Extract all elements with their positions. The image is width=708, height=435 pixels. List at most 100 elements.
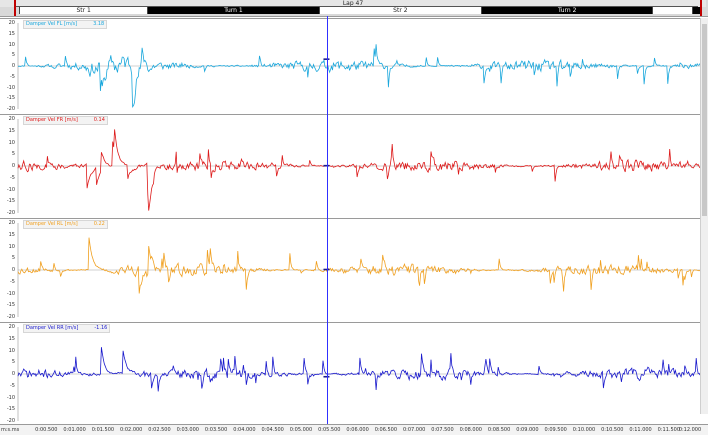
- y-tick-label: 0: [11, 371, 15, 377]
- x-tick-label: 0:00.500: [35, 427, 58, 433]
- y-tick-label: -5: [10, 73, 15, 80]
- series-cursor-value: 0.14: [93, 117, 105, 123]
- series-line: [17, 44, 701, 109]
- x-tick-label: 0:10.000: [572, 427, 596, 433]
- x-tick-label: 0:09.500: [544, 427, 567, 433]
- y-tick-label: -10: [6, 290, 15, 297]
- x-tick-label: 0:11.500: [657, 427, 681, 433]
- y-tick-label: -20: [6, 210, 15, 216]
- y-tick-label: 5: [11, 52, 15, 59]
- y-tick-label: -5: [10, 382, 15, 389]
- x-tick-label: 0:05.500: [318, 427, 341, 433]
- lap-label: Lap 47: [342, 0, 364, 7]
- y-tick-label: 10: [8, 347, 15, 354]
- x-tick-label: 0:06.500: [374, 427, 398, 433]
- y-tick-label: 5: [11, 359, 15, 366]
- y-tick-label: -15: [6, 302, 15, 309]
- series-cursor-value: -1.16: [94, 325, 108, 331]
- series-legend[interactable]: Damper Vel RR [m/s] -1.16: [23, 324, 111, 333]
- series-cursor-value: 3.18: [93, 21, 105, 27]
- y-tick-label: 0: [11, 163, 15, 169]
- x-tick-label: 0:02.000: [120, 427, 143, 433]
- series-line: [17, 347, 701, 392]
- x-tick-label: 0:07.500: [431, 427, 454, 433]
- x-tick-label: 0:01.000: [63, 427, 86, 433]
- x-tick-label: 0:08.500: [487, 427, 511, 433]
- y-tick-label: -15: [6, 406, 15, 413]
- lap-row: Lap 47: [0, 0, 706, 7]
- y-tick-label: 20: [8, 20, 15, 26]
- y-tick-label: 15: [8, 127, 15, 134]
- series-line: [17, 129, 701, 211]
- y-tick-label: -20: [6, 106, 15, 112]
- chart-panel-3[interactable]: 20 15 10 5 0 -5 -10 -15 -20 Damper Vel RR [m/s] -1…: [0, 322, 708, 425]
- y-tick-label: 10: [8, 41, 15, 48]
- x-tick-label: 0:09.000: [516, 427, 539, 433]
- segment-row: Str 1 Turn 1 Str 2 Turn 2: [19, 7, 700, 14]
- vertical-scrollbar[interactable]: [700, 18, 708, 414]
- series-name: Damper Vel RL [m/s]: [26, 221, 78, 227]
- y-tick-label: 20: [8, 324, 15, 330]
- x-tick-label: 0:06.000: [346, 427, 369, 433]
- x-tick-label: 0:04.000: [233, 427, 256, 433]
- y-tick-label: 15: [8, 231, 15, 238]
- y-tick-label: 20: [8, 116, 15, 122]
- y-tick-label: -10: [6, 186, 15, 193]
- series-name: Damper Vel RR [m/s]: [26, 325, 79, 331]
- x-tick-label: 0:05.000: [289, 427, 313, 433]
- lap-start-marker: [14, 0, 16, 16]
- segment-1[interactable]: Turn 1: [148, 7, 319, 14]
- segment-4[interactable]: [652, 7, 694, 14]
- y-tick-label: -10: [6, 394, 15, 401]
- x-tick-label: 0:12.000: [678, 427, 702, 433]
- x-tick-label: 0:02.500: [148, 427, 171, 433]
- chart-panel-2[interactable]: 20 15 10 5 0 -5 -10 -15 -20 Damper Vel RL [m/s] 0.…: [0, 218, 708, 321]
- series-cursor-value: 0.22: [93, 221, 105, 227]
- x-tick-label: 0:03.000: [176, 427, 199, 433]
- x-tick-label: 0:08.000: [459, 427, 482, 433]
- segment-3[interactable]: Turn 2: [482, 7, 653, 14]
- series-legend[interactable]: Damper Vel FR [m/s] 0.14: [23, 116, 108, 125]
- x-tick-label: 0:03.500: [204, 427, 228, 433]
- lap-bar: Lap 47 Str 1 Turn 1 Str 2 Turn 2: [0, 0, 708, 17]
- y-tick-label: -15: [6, 198, 15, 205]
- segment-2[interactable]: Str 2: [318, 7, 483, 14]
- y-tick-label: 15: [8, 335, 15, 342]
- y-tick-label: -15: [6, 95, 15, 102]
- y-tick-label: -20: [6, 418, 15, 424]
- y-tick-label: 0: [11, 63, 15, 69]
- chart-panel-1[interactable]: 20 15 10 5 0 -5 -10 -15 -20 Damper Vel FR [m/s] 0.…: [0, 114, 708, 217]
- plot-area-1[interactable]: [0, 115, 708, 217]
- y-tick-label: 10: [8, 243, 15, 250]
- x-tick-label: 0:07.000: [402, 427, 426, 433]
- lap-line: [15, 6, 698, 7]
- time-cursor[interactable]: [327, 16, 328, 424]
- plot-area-2[interactable]: [0, 219, 708, 321]
- lap-end-marker: [700, 0, 702, 16]
- y-tick-label: 20: [8, 220, 15, 226]
- x-tick-label: 0:10.500: [601, 427, 624, 433]
- series-name: Damper Vel FR [m/s]: [26, 117, 78, 123]
- y-tick-label: 10: [8, 139, 15, 146]
- series-name: Damper Vel FL [m/s]: [26, 21, 78, 27]
- time-axis: m:s.ms 0:00.500 0:01.000 0:01.500 0:02.000 0…: [0, 424, 708, 435]
- y-tick-label: 5: [11, 151, 15, 158]
- series-line: [17, 237, 701, 294]
- chart-panel-0[interactable]: 20 15 10 5 0 -5 -10 -15 -20 Damper Vel FL [m/s] 3.…: [0, 18, 708, 113]
- y-tick-label: -20: [6, 314, 15, 320]
- plot-area-0[interactable]: [0, 19, 708, 113]
- y-tick-label: -5: [10, 174, 15, 181]
- scrollbar-thumb[interactable]: [702, 24, 707, 216]
- y-tick-label: -5: [10, 278, 15, 285]
- x-tick-label: 0:04.500: [261, 427, 284, 433]
- segment-5[interactable]: [693, 7, 700, 14]
- y-tick-label: 5: [11, 255, 15, 262]
- x-tick-label: 0:11.000: [629, 427, 652, 433]
- segment-0[interactable]: Str 1: [19, 7, 149, 14]
- series-legend[interactable]: Damper Vel RL [m/s] 0.22: [23, 220, 108, 229]
- series-legend[interactable]: Damper Vel FL [m/s] 3.18: [23, 20, 108, 29]
- time-axis-unit: m:s.ms: [1, 427, 20, 433]
- y-tick-label: -10: [6, 84, 15, 91]
- y-tick-label: 15: [8, 30, 15, 37]
- plot-area-3[interactable]: [0, 323, 708, 425]
